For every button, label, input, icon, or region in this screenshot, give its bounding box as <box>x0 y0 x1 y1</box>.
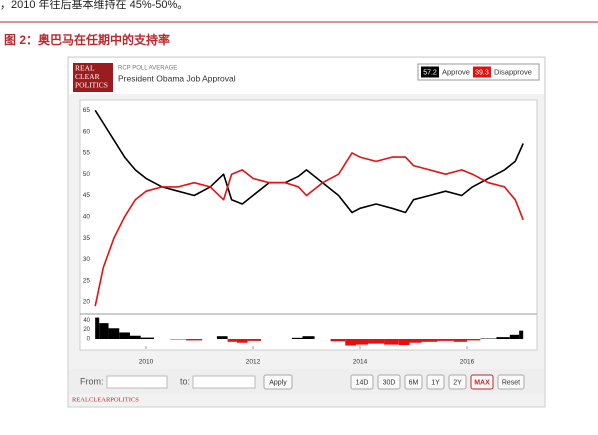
y-tick-label: 25 <box>83 277 91 284</box>
y-tick-label: 35 <box>83 235 91 242</box>
spread-bar <box>99 323 109 339</box>
from-input[interactable] <box>106 375 168 389</box>
y-tick-label: 45 <box>83 192 91 199</box>
spread-tick-label: 40 <box>83 318 90 324</box>
apply-button[interactable] <box>263 374 293 390</box>
spread-bar <box>129 335 141 339</box>
y-tick-label: 65 <box>83 107 91 114</box>
from-label: From: <box>80 376 104 386</box>
y-tick-label: 50 <box>83 171 91 178</box>
spread-bar <box>409 339 422 343</box>
spread-bar <box>108 328 120 339</box>
range-button[interactable] <box>350 374 374 390</box>
range-label: 2Y <box>453 379 462 386</box>
x-tick-label: 2012 <box>246 359 261 366</box>
spread-tick-label: 20 <box>83 327 90 333</box>
range-button[interactable] <box>377 374 401 390</box>
spread-bar <box>384 339 399 345</box>
to-input[interactable] <box>192 375 256 389</box>
spread-bar <box>398 339 410 346</box>
spread-bar <box>496 337 510 339</box>
spread-bar <box>119 332 130 339</box>
chart-title: President Obama Job Approval <box>118 73 236 83</box>
spread-bar <box>509 334 520 339</box>
spread-bar <box>95 317 100 339</box>
to-label: to: <box>180 376 190 386</box>
logo-text: REAL <box>75 64 95 73</box>
spread-bar <box>437 339 454 341</box>
y-tick-label: 55 <box>83 150 91 157</box>
range-label: 6M <box>409 379 419 386</box>
logo <box>73 63 113 92</box>
y-tick-label: 30 <box>83 256 91 263</box>
chart-subtitle: RCP POLL AVERAGE <box>118 66 177 72</box>
spread-bar <box>519 330 524 339</box>
legend-label: Disapprove <box>494 67 532 76</box>
footer: REALCLEARPOLITICS <box>72 396 139 403</box>
logo-text: POLITICS <box>75 81 108 90</box>
range-button[interactable] <box>448 374 467 390</box>
x-tick-label: 2016 <box>460 359 475 366</box>
y-tick-label: 40 <box>83 213 91 220</box>
spread-tick-label: 0 <box>87 337 91 343</box>
range-label: MAX <box>474 379 490 386</box>
legend-value-box <box>472 66 491 78</box>
y-tick-label: 60 <box>83 128 91 135</box>
figure-title: 图 2：奥巴马在任期中的支持率 <box>4 32 170 47</box>
legend-value: 57.2 <box>423 69 437 76</box>
range-button[interactable] <box>470 374 494 390</box>
spread-bar <box>247 339 262 341</box>
range-label: 1Y <box>431 379 440 386</box>
reset-button[interactable] <box>497 374 525 390</box>
spread-bar <box>302 336 315 339</box>
legend-value-box <box>421 66 439 78</box>
plot-area <box>79 99 538 351</box>
spread-bar <box>467 339 481 341</box>
top-text: ，2010 年往后基本维持在 45%-50%。 <box>0 0 188 11</box>
spread-bar <box>345 339 356 346</box>
line-1 <box>94 152 524 307</box>
spread-bar <box>368 339 385 344</box>
apply-label: Apply <box>269 379 287 386</box>
y-tick-label: 20 <box>83 299 91 306</box>
spread-bar <box>140 337 155 339</box>
range-label: 30D <box>383 379 396 386</box>
spread-bar <box>216 336 228 339</box>
line-0 <box>94 109 524 214</box>
spread-bar <box>236 339 248 343</box>
spread-bar <box>421 339 438 342</box>
reset-label: Reset <box>502 379 520 386</box>
spread-bar <box>453 339 468 342</box>
spread-bar <box>186 339 203 341</box>
logo-text: CLEAR <box>75 72 100 81</box>
spread-bar <box>291 337 303 339</box>
range-button[interactable] <box>426 374 445 390</box>
legend-value: 39.3 <box>475 69 489 76</box>
spread-bar <box>330 339 346 342</box>
x-tick-label: 2014 <box>353 359 368 366</box>
range-label: 14D <box>356 379 369 386</box>
spread-bar <box>227 339 237 342</box>
legend-label: Approve <box>442 67 470 76</box>
x-tick-label: 2010 <box>139 359 154 366</box>
range-button[interactable] <box>404 374 423 390</box>
spread-bar <box>355 339 369 345</box>
